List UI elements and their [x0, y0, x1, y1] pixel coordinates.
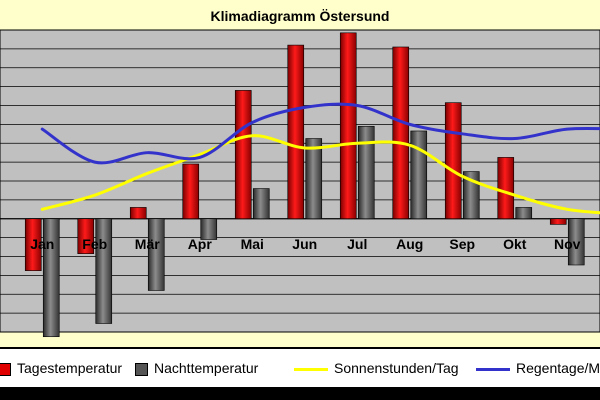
- bar-tagestemperatur-sep: [444, 102, 462, 220]
- bar-nachttemperatur-jul: [357, 125, 375, 220]
- x-label-aug: Aug: [396, 236, 423, 252]
- bar-tagestemperatur-jun: [287, 44, 305, 220]
- bar-nachttemperatur-nov: [567, 218, 585, 266]
- bar-nachttemperatur-apr: [200, 218, 218, 240]
- legend-swatch-nachttemperatur: [135, 362, 148, 376]
- bar-nachttemperatur-aug: [410, 130, 428, 220]
- legend-item-nachttemperatur: Nachttemperatur: [135, 360, 258, 376]
- bottom-border: [0, 387, 600, 400]
- chart-title: Klimadiagramm Östersund: [210, 8, 390, 24]
- bar-tagestemperatur-aug: [392, 46, 410, 220]
- line-regentage-monat: [40, 102, 600, 165]
- bar-tagestemperatur-okt: [497, 157, 515, 220]
- bar-tagestemperatur-feb: [77, 218, 95, 254]
- x-label-okt: Okt: [503, 236, 527, 252]
- x-tick-labels: JanFebMärAprMaiJunJulAugSepOktNovDez: [30, 236, 581, 252]
- x-label-mai: Mai: [241, 236, 264, 252]
- x-label-apr: Apr: [188, 236, 213, 252]
- lines-layer: [40, 102, 600, 215]
- legend-item-sonnenstunden: Sonnenstunden/Tag: [294, 360, 459, 376]
- legend-item-tagestemperatur: Tagestemperatur: [0, 360, 122, 376]
- x-label-nov: Nov: [554, 236, 581, 252]
- x-label-jul: Jul: [347, 236, 367, 252]
- bar-tagestemperatur-nov: [549, 218, 567, 225]
- bar-nachttemperatur-mai: [252, 188, 270, 220]
- bar-tagestemperatur-mär: [129, 207, 147, 220]
- bar-nachttemperatur-okt: [515, 207, 533, 220]
- legend-label-nachttemperatur: Nachttemperatur: [154, 360, 259, 376]
- bars-layer: [24, 32, 585, 338]
- bar-nachttemperatur-jan: [42, 218, 60, 338]
- legend-swatch-regentage: [476, 367, 510, 371]
- bar-tagestemperatur-apr: [182, 163, 200, 220]
- legend: Tagestemperatur Nachttemperatur Sonnenst…: [0, 347, 600, 387]
- bar-nachttemperatur-feb: [95, 218, 113, 324]
- bar-nachttemperatur-jun: [305, 138, 323, 220]
- x-label-mär: Mär: [135, 236, 160, 252]
- x-label-jun: Jun: [292, 236, 317, 252]
- bar-tagestemperatur-mai: [234, 90, 252, 220]
- x-label-jan: Jan: [30, 236, 54, 252]
- legend-item-regentage: Regentage/Monat: [476, 360, 600, 376]
- bar-tagestemperatur-jul: [339, 32, 357, 220]
- legend-swatch-tagestemperatur: [0, 362, 11, 376]
- x-label-sep: Sep: [449, 236, 475, 252]
- x-label-feb: Feb: [82, 236, 107, 252]
- legend-label-tagestemperatur: Tagestemperatur: [17, 360, 123, 376]
- legend-label-sonnenstunden: Sonnenstunden/Tag: [334, 360, 459, 376]
- bar-tagestemperatur-jan: [24, 218, 42, 271]
- legend-swatch-sonnenstunden: [294, 367, 328, 371]
- legend-label-regentage: Regentage/Monat: [516, 360, 600, 376]
- line-sonnenstunden-tag: [40, 134, 600, 215]
- chart-svg: JanFebMärAprMaiJunJulAugSepOktNovDez: [0, 29, 600, 338]
- bar-nachttemperatur-mär: [147, 218, 165, 291]
